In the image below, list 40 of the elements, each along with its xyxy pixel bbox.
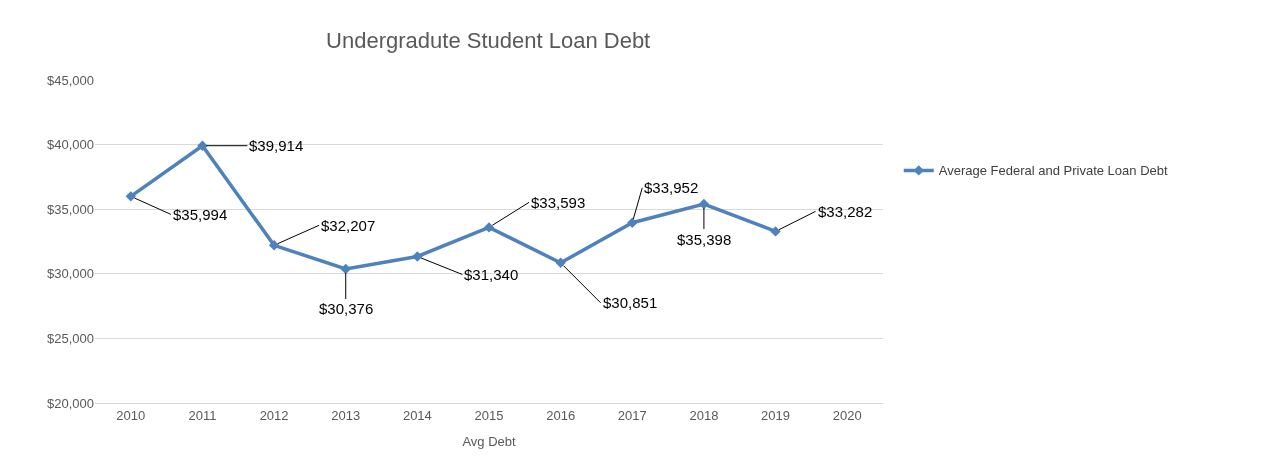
point <box>483 222 495 233</box>
x-tick-label: 2014 <box>402 407 432 423</box>
y-tick-label: $30,000 <box>47 266 94 282</box>
x-tick-label: 2016 <box>546 407 576 423</box>
x-axis-title: Avg Debt <box>462 434 516 450</box>
data-label: $39,914 <box>249 137 304 154</box>
point <box>555 257 566 269</box>
point <box>770 226 781 237</box>
point <box>197 140 208 151</box>
x-tick-label: 2012 <box>259 407 289 423</box>
data-label: $30,851 <box>603 294 658 311</box>
data-label: $30,376 <box>319 300 374 317</box>
data-label: $31,340 <box>464 266 519 283</box>
y-tick-label: $25,000 <box>47 330 94 346</box>
y-tick-label: $45,000 <box>47 72 94 88</box>
point <box>412 251 423 262</box>
data-label: $35,398 <box>677 231 732 248</box>
y-tick-label: $35,000 <box>47 201 94 217</box>
point <box>340 263 351 275</box>
y-tick-label: $40,000 <box>47 137 94 153</box>
point <box>627 217 638 228</box>
point <box>268 240 280 251</box>
data-label: $35,994 <box>173 206 228 223</box>
data-label: $33,952 <box>644 179 699 196</box>
x-tick-label: 2018 <box>689 407 719 423</box>
x-tick-label: 2015 <box>474 407 504 423</box>
point <box>698 198 710 210</box>
data-label: $33,282 <box>818 203 873 220</box>
y-tick-label: $20,000 <box>47 395 94 411</box>
legend-label: Average Federal and Private Loan Debt <box>938 163 1168 179</box>
x-tick-label: 2010 <box>116 407 146 423</box>
x-tick-label: 2013 <box>331 407 361 423</box>
data-label: $33,593 <box>531 194 586 211</box>
point <box>125 191 137 202</box>
x-tick-label: 2020 <box>832 407 862 423</box>
x-tick-label: 2017 <box>617 407 647 423</box>
data-label: $32,207 <box>321 217 376 234</box>
x-tick-label: 2019 <box>761 407 791 423</box>
chart-title: Undergradute Student Loan Debt <box>326 27 651 53</box>
x-tick-label: 2011 <box>188 407 217 423</box>
